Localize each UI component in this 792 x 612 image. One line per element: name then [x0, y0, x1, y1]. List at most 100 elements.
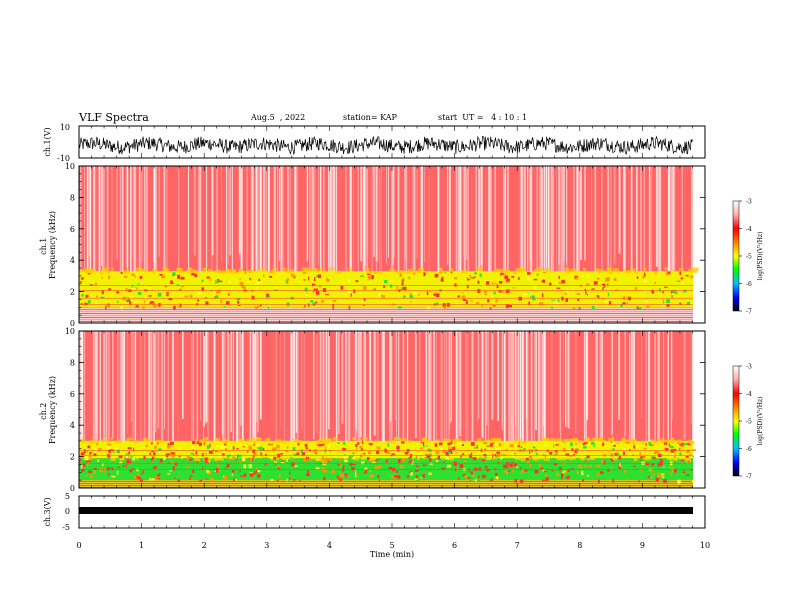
spec-edge [216, 438, 220, 441]
spec-speck [692, 455, 694, 458]
spec-speck [232, 456, 236, 459]
spec-streak [366, 166, 368, 289]
spec-speck [673, 448, 677, 452]
spec-speck [413, 271, 416, 275]
spec-speck [578, 464, 582, 469]
spec-speck [653, 456, 656, 459]
spec-speck [147, 286, 151, 290]
spec-speck [532, 284, 536, 289]
spec-speck [100, 296, 105, 299]
spec-speck [541, 279, 545, 283]
spec-edge [312, 268, 318, 272]
spec-speck [469, 454, 472, 458]
spec-speck [645, 462, 650, 466]
spec-speck [461, 295, 466, 299]
spec-speck [382, 475, 385, 478]
spec-speck [512, 451, 515, 455]
spec-speck [486, 444, 490, 448]
spec-speck [434, 292, 436, 294]
spec-edge [584, 438, 591, 442]
spec-speck [263, 274, 265, 278]
spec-speck [247, 450, 250, 453]
spec-speck [494, 282, 497, 285]
spec-streak [562, 166, 565, 299]
spec-streak [311, 166, 313, 302]
spec-streak [648, 166, 651, 312]
spec-speck [471, 474, 475, 477]
spec-speck [401, 441, 405, 444]
spec-speck [95, 476, 97, 479]
spec-speck [119, 461, 123, 464]
spec-speck [401, 282, 404, 286]
spec-speck [549, 452, 553, 455]
spec-speck [125, 455, 129, 459]
spec-streak [349, 166, 351, 297]
spec-edge [275, 457, 280, 461]
spec-speck [167, 473, 171, 475]
spec-speck [339, 458, 342, 462]
spec-line [79, 485, 693, 486]
spec-speck [477, 289, 481, 293]
spec-speck [658, 462, 663, 466]
spec-speck [420, 477, 423, 479]
spec-speck [664, 441, 668, 445]
spec-streak [389, 331, 391, 475]
spec-speck [209, 276, 211, 281]
spec-streak [640, 166, 642, 300]
spec-speck [486, 281, 490, 285]
spec-streak [455, 331, 458, 442]
spec-speck [172, 455, 175, 459]
spec-streak [394, 331, 396, 420]
ch2-colorbar [732, 365, 740, 477]
spec-streak [326, 331, 328, 469]
spec-speck [364, 470, 368, 473]
spec-speck [285, 279, 288, 283]
spec-edge [544, 270, 548, 274]
spec-speck [350, 455, 352, 460]
spec-speck [304, 305, 306, 307]
x-axis-label: Time (min) [370, 550, 414, 559]
spec-speck [89, 452, 92, 455]
spec-speck [533, 278, 538, 281]
spec-streak [542, 331, 545, 473]
spec-speck [303, 307, 306, 309]
spec-speck [338, 478, 340, 480]
spec-streak [144, 166, 145, 290]
spec-streak [203, 331, 204, 464]
spec-speck [319, 463, 323, 465]
spec-speck [433, 293, 437, 296]
station-label: station= KAP [343, 113, 397, 122]
spec-speck [586, 474, 590, 477]
spec-speck [529, 451, 531, 454]
spec-streak [254, 331, 255, 487]
spec-speck [305, 447, 308, 450]
spec-speck [164, 303, 166, 307]
spec-speck [264, 464, 266, 467]
spec-streak [544, 331, 545, 473]
spec-streak [465, 331, 467, 484]
spec-edge [362, 437, 368, 441]
spec-streak [351, 166, 352, 304]
spec-speck [127, 296, 130, 299]
spec-edge [194, 458, 201, 461]
spec-streak [357, 166, 359, 293]
spec-speck [106, 304, 110, 308]
spec-speck [132, 468, 134, 470]
spec-streak [406, 331, 409, 483]
spec-speck [415, 475, 418, 479]
spec-streak [485, 331, 486, 481]
spec-streak [309, 166, 311, 321]
spec-speck [447, 451, 451, 454]
spec-streak [134, 331, 137, 444]
spec-speck [670, 290, 674, 294]
spec-edge [582, 267, 586, 271]
spec-edge [512, 270, 517, 274]
spec-speck [367, 456, 370, 461]
spec-edge [366, 270, 372, 274]
spec-speck [652, 473, 655, 476]
spec-speck [429, 290, 432, 292]
spec-speck [652, 282, 656, 284]
spec-edge [649, 439, 653, 443]
spec-speck [456, 467, 458, 471]
ch3-waveform-panel: 5 0 -5 ch.3(V) [43, 492, 706, 532]
